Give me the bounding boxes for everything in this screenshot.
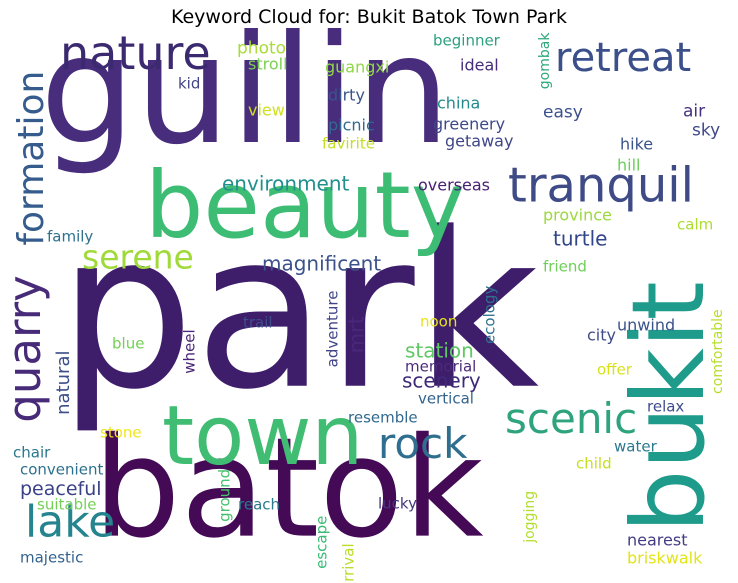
word-beginner: beginner <box>433 32 501 50</box>
word-tranquil: tranquil <box>508 157 694 213</box>
word-guilin: guilin <box>40 4 450 178</box>
word-adventure: adventure <box>324 291 342 368</box>
word-hike: hike <box>620 134 653 153</box>
word-vertical: vertical <box>418 390 474 408</box>
word-environment: environment <box>222 172 350 196</box>
word-city: city <box>587 325 616 344</box>
word-reach: reach <box>238 496 280 514</box>
word-wheel: wheel <box>181 329 199 373</box>
word-turtle: turtle <box>553 227 607 251</box>
word-nature: nature <box>60 26 211 80</box>
word-briskwalk: briskwalk <box>627 548 703 567</box>
word-photo: photo <box>237 38 286 58</box>
word-overseas: overseas <box>418 175 490 194</box>
word-rock: rock <box>378 419 468 468</box>
word-memorial: memorial <box>405 358 476 376</box>
word-view: view <box>248 100 285 119</box>
word-hill: hill <box>617 155 640 174</box>
word-family: family <box>47 228 93 246</box>
word-scenery: scenery <box>402 369 481 393</box>
word-unwind: unwind <box>617 315 675 334</box>
word-province: province <box>543 205 612 224</box>
word-park: park <box>58 186 539 437</box>
word-scenic: scenic <box>505 394 637 443</box>
chart-title: Keyword Cloud for: Bukit Batok Town Park <box>170 6 568 28</box>
word-serene: serene <box>82 238 194 277</box>
word-comfortable: comfortable <box>710 309 726 394</box>
word-nearest: nearest <box>627 530 687 549</box>
word-bukit: bukit <box>610 281 727 533</box>
word-lake: lake <box>25 496 115 547</box>
word-friend: friend <box>543 258 587 276</box>
word-sky: sky <box>692 120 720 140</box>
word-trail: trail <box>243 314 273 332</box>
word-town: town <box>162 389 363 484</box>
word-chair: chair <box>13 444 51 462</box>
word-calm: calm <box>677 216 713 234</box>
word-getaway: getaway <box>445 131 513 150</box>
word-noon: noon <box>420 313 457 331</box>
word-arrival: arrival <box>340 543 358 583</box>
word-greenery: greenery <box>433 114 505 133</box>
word-dirty: dirty <box>328 85 365 104</box>
word-ideal: ideal <box>460 55 499 74</box>
word-favirite: favirite <box>322 135 375 153</box>
word-air: air <box>683 101 705 121</box>
word-china: china <box>437 93 480 112</box>
word-kid: kid <box>178 75 200 93</box>
word-magnificent: magnificent <box>262 252 381 276</box>
word-retreat: retreat <box>555 35 691 81</box>
word-gombak: gombak <box>537 32 553 90</box>
word-child: child <box>576 455 612 473</box>
word-beauty: beauty <box>145 152 465 259</box>
word-guangxi: guangxi <box>325 57 389 76</box>
word-relax: relax <box>647 398 684 416</box>
word-water: water <box>614 438 658 456</box>
word-stroll: stroll <box>248 54 288 73</box>
word-offer: offer <box>597 361 633 379</box>
word-stone: stone <box>100 424 142 442</box>
word-convenient: convenient <box>20 461 103 479</box>
word-jogging: jogging <box>522 491 538 544</box>
word-escape: escape <box>313 516 331 569</box>
word-suitable: suitable <box>37 496 96 514</box>
word-blue: blue <box>112 335 144 353</box>
word-peaceful: peaceful <box>20 478 102 500</box>
word-station: station <box>405 339 474 363</box>
word-picnic: picnic <box>328 115 375 134</box>
word-resemble: resemble <box>348 409 418 427</box>
word-majestic: majestic <box>20 549 83 567</box>
word-mrt: mrt <box>344 316 368 353</box>
word-formation: formation <box>11 71 52 246</box>
word-ground: ground <box>216 469 234 522</box>
word-easy: easy <box>543 102 583 122</box>
word-ecology: ecology <box>481 286 499 345</box>
word-lucky: lucky <box>378 495 417 513</box>
word-quarry: quarry <box>0 275 51 423</box>
word-natural: natural <box>53 351 74 415</box>
word-batok: batok <box>93 408 484 569</box>
